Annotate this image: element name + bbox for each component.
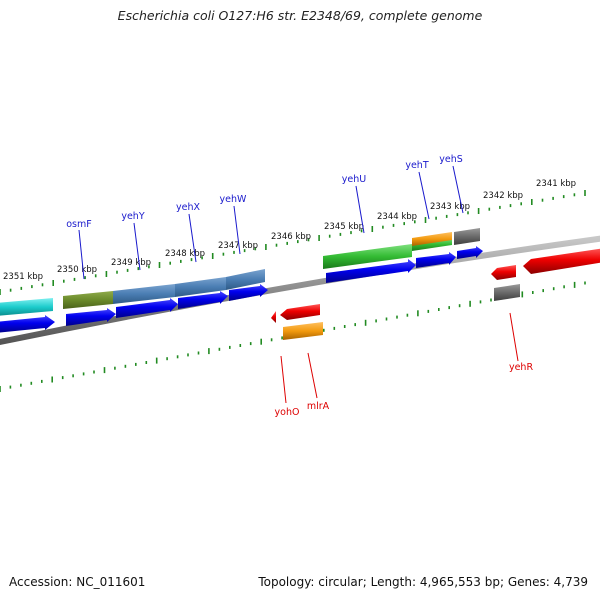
cds-arrow-yehS[interactable] xyxy=(457,246,483,259)
leader-yehT xyxy=(418,171,430,220)
genes-value: 4,739 xyxy=(553,575,588,589)
scale-label-2350: 2350 kbp xyxy=(57,265,97,275)
feature-block-yehU[interactable] xyxy=(323,244,412,269)
cds-arrow-reverse-right[interactable] xyxy=(523,248,600,274)
scale-label-2349: 2349 kbp xyxy=(111,258,151,268)
accession-label: Accession: xyxy=(9,575,73,589)
feature-block-yehS[interactable] xyxy=(454,228,480,245)
scale-label-2341: 2341 kbp xyxy=(536,179,576,189)
cds-arrow-yehT[interactable] xyxy=(416,252,456,268)
scale-label-2346: 2346 kbp xyxy=(271,232,311,242)
scale-ticks-top xyxy=(0,190,586,295)
scale-label-2345: 2345 kbp xyxy=(324,222,364,232)
feature-block-yehW[interactable] xyxy=(226,269,265,290)
gene-label-yehW[interactable]: yehW xyxy=(220,194,247,205)
cds-arrow-yehU[interactable] xyxy=(326,259,416,283)
leader-mlrA xyxy=(307,352,318,399)
genes-label: Genes: xyxy=(507,575,550,589)
feature-block-mlrA[interactable] xyxy=(283,322,323,340)
scale-label-2342: 2342 kbp xyxy=(483,191,523,201)
leader-yehR xyxy=(509,312,519,362)
gene-label-yehS[interactable]: yehS xyxy=(439,154,463,165)
leader-yehW xyxy=(233,205,241,255)
feature-block-yehT-orange[interactable] xyxy=(412,232,452,246)
gene-label-yehX[interactable]: yehX xyxy=(176,202,200,213)
gene-label-mlrA[interactable]: mlrA xyxy=(307,401,330,412)
gene-label-yehU[interactable]: yehU xyxy=(342,174,366,185)
cds-arrow-yehW[interactable] xyxy=(229,284,268,301)
scale-label-2343: 2343 kbp xyxy=(430,202,470,212)
leader-yehU xyxy=(355,185,365,234)
genome-summary: Topology: circular; Length: 4,965,553 bp… xyxy=(258,575,588,589)
accession-value: NC_011601 xyxy=(76,575,146,589)
topology-label: Topology: xyxy=(258,575,315,589)
feature-block-osmF[interactable] xyxy=(63,291,113,309)
leader-yohO xyxy=(280,355,287,404)
gene-label-yehR[interactable]: yehR xyxy=(509,362,533,373)
accession-line: Accession: NC_011601 xyxy=(9,575,145,589)
cds-arrow-yehR[interactable] xyxy=(491,265,516,280)
scale-label-2351: 2351 kbp xyxy=(3,272,43,282)
gene-label-osmF[interactable]: osmF xyxy=(66,219,91,230)
topology-value: circular xyxy=(318,575,363,589)
feature-block-yehX[interactable] xyxy=(175,277,226,297)
length-value: 4,965,553 bp xyxy=(419,575,500,589)
scale-label-2347: 2347 kbp xyxy=(218,241,258,251)
feature-block-yehR[interactable] xyxy=(494,284,520,301)
leader-yehY xyxy=(133,222,141,271)
length-label: Length: xyxy=(370,575,417,589)
gene-label-yehT[interactable]: yehT xyxy=(405,160,428,171)
cds-arrow-yohO[interactable] xyxy=(280,304,320,320)
gene-label-yehY[interactable]: yehY xyxy=(121,211,144,222)
page-title: Escherichia coli O127:H6 str. E2348/69, … xyxy=(117,8,483,23)
cds-arrow-forward[interactable] xyxy=(0,315,55,333)
scale-label-2348: 2348 kbp xyxy=(165,249,205,259)
feature-block-cyan[interactable] xyxy=(0,298,53,316)
leader-yehS xyxy=(452,165,464,214)
cds-arrow-yehX[interactable] xyxy=(178,291,228,309)
leader-yehX xyxy=(188,213,197,263)
gene-label-yohO[interactable]: yohO xyxy=(275,407,300,418)
cds-arrow-yehY[interactable] xyxy=(116,298,178,318)
scale-label-2344: 2344 kbp xyxy=(377,212,417,222)
leader-osmF xyxy=(78,229,85,280)
genome-backbone xyxy=(0,235,600,346)
feature-block-yehY[interactable] xyxy=(113,284,175,304)
cds-arrow-small-reverse[interactable] xyxy=(271,311,276,323)
cds-arrow-osmF[interactable] xyxy=(66,308,116,326)
